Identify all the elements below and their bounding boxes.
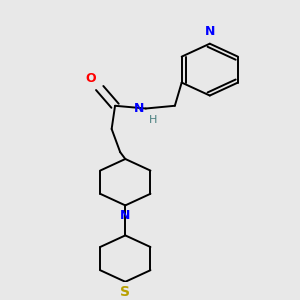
Text: H: H [149, 115, 158, 125]
Text: N: N [120, 209, 130, 222]
Text: N: N [134, 102, 144, 115]
Text: N: N [205, 25, 215, 38]
Text: S: S [120, 285, 130, 299]
Text: O: O [85, 72, 96, 85]
